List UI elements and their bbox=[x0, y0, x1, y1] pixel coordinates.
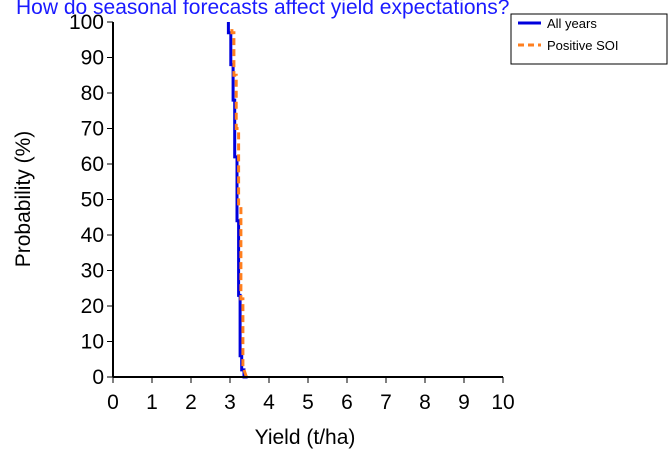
y-tick-label: 60 bbox=[81, 153, 104, 176]
legend-label-all-years: All years bbox=[547, 16, 597, 31]
plot-lines bbox=[226, 21, 248, 379]
x-axis-label: Yield (t/ha) bbox=[255, 426, 356, 449]
legend: All years Positive SOI bbox=[510, 13, 668, 65]
y-tick-label: 40 bbox=[81, 224, 104, 247]
x-tick-label: 2 bbox=[185, 391, 197, 414]
x-tick-label: 8 bbox=[419, 391, 431, 414]
y-tick-label: 90 bbox=[81, 47, 104, 70]
y-tick-label: 50 bbox=[81, 189, 104, 212]
x-tick-label: 6 bbox=[341, 391, 353, 414]
y-tick-label: 0 bbox=[92, 366, 104, 389]
y-tick-label: 10 bbox=[81, 331, 104, 354]
chart-title: How do seasonal forecasts affect yield e… bbox=[16, 0, 509, 19]
x-tick-label: 7 bbox=[380, 391, 392, 414]
x-tick-label: 10 bbox=[491, 391, 514, 414]
y-tick-label: 30 bbox=[81, 260, 104, 283]
y-axis-label: Probability (%) bbox=[12, 131, 35, 268]
y-tick-label: 70 bbox=[81, 118, 104, 141]
x-tick-label: 9 bbox=[458, 391, 470, 414]
x-tick-label: 5 bbox=[302, 391, 314, 414]
x-ticks: 0 1 2 3 4 5 6 7 8 9 10 bbox=[107, 377, 515, 414]
y-tick-label: 80 bbox=[81, 82, 104, 105]
x-tick-label: 3 bbox=[224, 391, 236, 414]
y-tick-label: 100 bbox=[69, 11, 104, 34]
x-tick-label: 4 bbox=[263, 391, 275, 414]
x-tick-label: 1 bbox=[146, 391, 158, 414]
legend-label-positive-soi: Positive SOI bbox=[547, 38, 619, 53]
y-ticks: 0 10 20 30 40 50 60 70 80 90 100 bbox=[69, 11, 113, 389]
y-tick-label: 20 bbox=[81, 295, 104, 318]
x-tick-label: 0 bbox=[107, 391, 119, 414]
